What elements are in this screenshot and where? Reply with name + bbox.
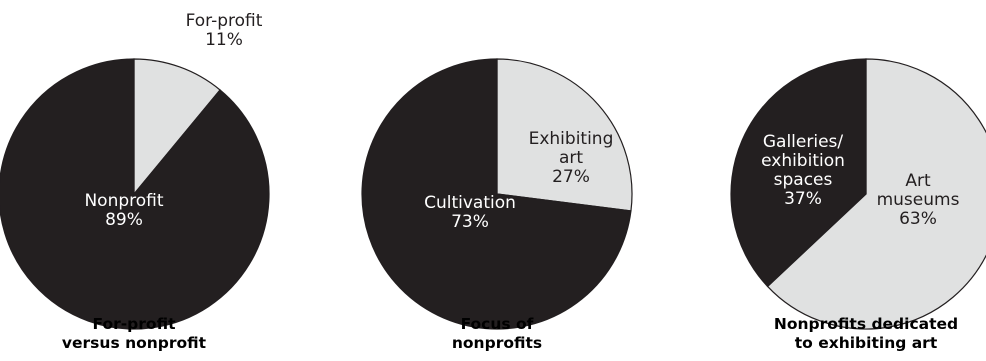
pie-1-label-2: Nonprofit 89% (84, 191, 163, 230)
pie-1-slice-2 (0, 58, 270, 330)
pie-2-slice-1 (496, 58, 633, 212)
pie-3-caption: Nonprofits dedicated to exhibiting art (774, 315, 958, 352)
pie-2-slice-2 (361, 58, 632, 330)
pie-3-label-1: Art museums 63% (877, 171, 960, 229)
pie-1-label-1: For-profit 11% (186, 11, 263, 50)
pie-chart-1: For-profit 11% Nonprofit 89% For-profit versu… (0, 11, 270, 352)
pie-3-slice-1 (766, 58, 986, 330)
pie-2-caption: Focus of nonprofits (452, 315, 542, 352)
pie-1-caption: For-profit versus nonprofit (62, 315, 207, 352)
pie-2-label-1: Exhibiting art 27% (529, 129, 614, 187)
pie-chart-3: Art museums 63% Galleries/exhibition spaces 3… (730, 58, 986, 352)
pie-3-label-2: Galleries/exhibition spaces 37% (761, 132, 845, 209)
pie-chart-2: Exhibiting art 27% Cultivation 73% Focus of no… (361, 58, 633, 352)
pie-1-slice-1 (133, 58, 221, 196)
pie-3-slice-2 (730, 58, 867, 288)
pie-2-label-2: Cultivation 73% (424, 193, 516, 232)
